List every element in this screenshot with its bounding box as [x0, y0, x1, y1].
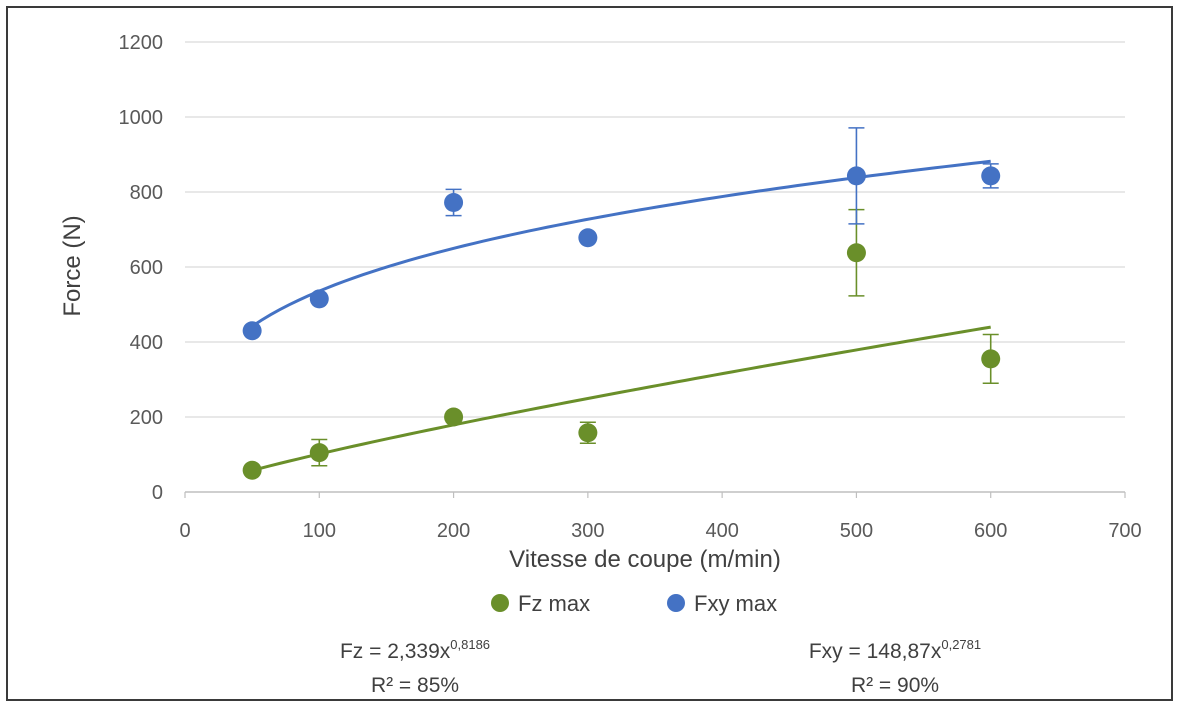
legend-label-fz-max: Fz max: [518, 591, 590, 616]
fz-equation-lhs: Fz = 2,339x: [339, 640, 451, 663]
fz-max-point: [309, 443, 329, 463]
legend-marker-fxy-max: [667, 594, 685, 612]
y-tick-label-400: 400: [130, 332, 163, 354]
x-axis: [184, 491, 1126, 498]
legend: Fz max Fxy max: [491, 591, 777, 616]
x-tick-label-300: 300: [571, 520, 604, 542]
x-tick-label-100: 100: [303, 520, 336, 542]
y-tick-label-0: 0: [152, 482, 163, 504]
fz-max-point: [578, 423, 598, 443]
y-axis-title: Force (N): [59, 215, 86, 316]
x-axis-title: Vitesse de coupe (m/min): [509, 546, 781, 573]
fxy-max-point: [578, 228, 598, 248]
gridlines: [185, 41, 1125, 418]
fz-max-trendline: [251, 325, 991, 472]
fz-max-point: [242, 460, 262, 480]
legend-marker-fz-max: [491, 594, 509, 612]
x-tick-label-0: 0: [179, 520, 190, 542]
y-tick-label-600: 600: [130, 257, 163, 279]
fxy-max-point: [981, 166, 1001, 186]
fxy-max-trendline: [251, 159, 991, 328]
fxy-equation-lhs: Fxy = 148,87x: [808, 640, 942, 663]
y-tick-label-200: 200: [130, 407, 163, 429]
x-tick-label-700: 700: [1108, 520, 1141, 542]
fxy-equation: Fxy = 148,87x0,2781 R² = 90%: [760, 628, 1030, 703]
fz-equation: Fz = 2,339x0,8186 R² = 85%: [290, 628, 540, 703]
trendlines: [251, 159, 991, 472]
fz-max-point: [444, 407, 464, 427]
fxy-max-point: [242, 321, 262, 341]
legend-label-fxy-max: Fxy max: [694, 591, 777, 616]
x-axis-ticks: 0 100 200 300 400 500 600 700: [179, 520, 1141, 542]
fz-equation-formula: Fz = 2,339x0,8186: [290, 628, 540, 669]
fz-max-point: [981, 349, 1001, 369]
fxy-max-point: [309, 289, 329, 309]
y-tick-label-1200: 1200: [119, 32, 164, 54]
data-points: [242, 166, 1001, 480]
fxy-equation-formula: Fxy = 148,87x0,2781: [760, 628, 1030, 669]
error-bars: [244, 127, 999, 473]
fxy-equation-exponent: 0,2781: [941, 637, 982, 652]
fxy-max-point: [846, 166, 866, 186]
x-tick-label-600: 600: [974, 520, 1007, 542]
chart-frame: [6, 6, 1173, 701]
x-tick-label-200: 200: [437, 520, 470, 542]
fz-r2: R² = 85%: [370, 674, 460, 697]
fz-equation-exponent: 0,8186: [450, 637, 491, 652]
fxy-r2: R² = 90%: [850, 674, 940, 697]
fxy-max-point: [444, 193, 464, 212]
x-tick-label-400: 400: [705, 520, 738, 542]
y-tick-label-800: 800: [130, 182, 163, 204]
fz-max-point: [846, 243, 866, 263]
y-axis-ticks: 0 200 400 600 800 1000 1200: [119, 32, 164, 504]
x-tick-label-500: 500: [840, 520, 873, 542]
y-tick-label-1000: 1000: [119, 107, 164, 129]
